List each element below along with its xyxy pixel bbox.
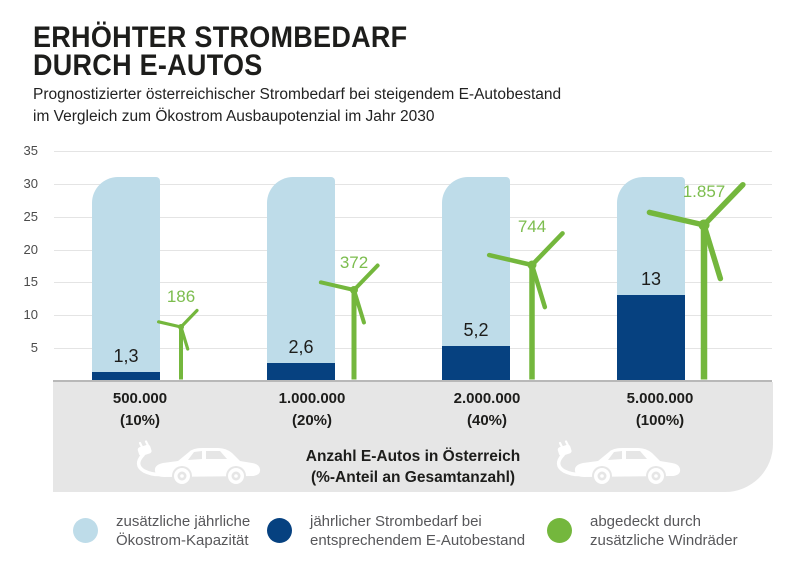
bar-capacity [92,177,160,381]
y-tick-label: 20 [23,241,38,257]
grid-line [54,249,772,251]
legend-label-line: zusätzliche jährliche [116,513,251,530]
grid-line [54,184,772,185]
page-subtitle: Prognostizierter österreichischer Stromb… [33,84,561,128]
turbine-value-label: 744 [517,217,547,236]
turbine-value-label: 186 [166,287,196,306]
bar-value-label: 13 [640,269,662,290]
page-title: ERHÖHTER STROMBEDARF DURCH E-AUTOS [33,21,408,82]
x-tick-count: 1.000.000 [278,390,346,407]
title-line-1: ERHÖHTER STROMBEDARF [33,21,408,54]
legend-label-capacity: zusätzliche jährliche Ökostrom-Kapazität [116,512,250,550]
title-line-2: DURCH E-AUTOS [33,49,263,82]
legend-dot-capacity [73,518,98,543]
legend-label-line: jährlicher Strombedarf bei [310,513,482,530]
bar-demand [92,371,160,381]
x-tick-label: 5.000.000 (100%) [590,388,730,432]
y-tick-label: 10 [23,307,38,322]
legend-label-line: abgedeckt durch [590,513,701,530]
y-tick-label: 25 [23,208,38,224]
e-car-icon [556,440,681,486]
e-car-icon [136,440,261,486]
x-tick-count: 2.000.000 [453,390,521,407]
legend-label-line: entsprechendem E-Autobestand [310,532,526,549]
subtitle-line-1: Prognostizierter österreichischer Stromb… [33,86,562,103]
x-tick-share: (10%) [119,412,160,429]
legend-label-windmills: abgedeckt durch zusätzliche Windräder [590,512,738,550]
bar-demand [617,295,685,381]
legend-dot-demand [267,518,292,543]
y-tick-label: 35 [23,143,38,159]
grid-line [54,151,772,153]
subtitle-line-2: im Vergleich zum Ökostrom Ausbaupotenzia… [33,108,435,125]
bar-value-label: 1,3 [113,345,139,366]
bar-value-label: 2,6 [288,337,314,358]
grid-line [54,282,772,284]
turbine-value-label: 1.857 [682,182,726,201]
grid-line [54,216,772,218]
grid-line [54,347,772,349]
legend-dot-windmills [547,518,572,543]
y-tick-label: 5 [30,339,38,355]
x-tick-share: (20%) [291,412,332,429]
x-axis-caption-line-1: Anzahl E-Autos in Österreich [305,448,521,465]
legend-label-line: Ökostrom-Kapazität [116,532,249,549]
x-tick-share: (100%) [635,412,685,429]
x-axis-caption-line-2: (%-Anteil an Gesamtanzahl) [310,469,516,486]
legend-label-line: zusätzliche Windräder [590,532,738,549]
y-tick-label: 30 [23,176,38,191]
grid-line [54,315,772,316]
x-tick-count: 5.000.000 [626,390,694,407]
x-axis-baseline [53,379,772,382]
bar-demand [267,363,335,381]
x-tick-label: 500.000 (10%) [70,388,210,432]
x-tick-label: 2.000.000 (40%) [417,388,557,432]
x-tick-count: 500.000 [112,390,168,407]
bar-capacity [267,177,335,381]
x-tick-label: 1.000.000 (20%) [242,388,382,432]
bar-value-label: 5,2 [463,320,489,341]
bar-demand [442,346,510,381]
y-tick-label: 15 [23,274,38,290]
x-axis-caption: Anzahl E-Autos in Österreich (%-Anteil a… [253,446,573,488]
x-tick-share: (40%) [466,412,507,429]
turbine-value-label: 372 [339,253,369,272]
legend-label-demand: jährlicher Strombedarf bei entsprechende… [310,512,525,550]
wind-turbine-icon [156,308,199,380]
